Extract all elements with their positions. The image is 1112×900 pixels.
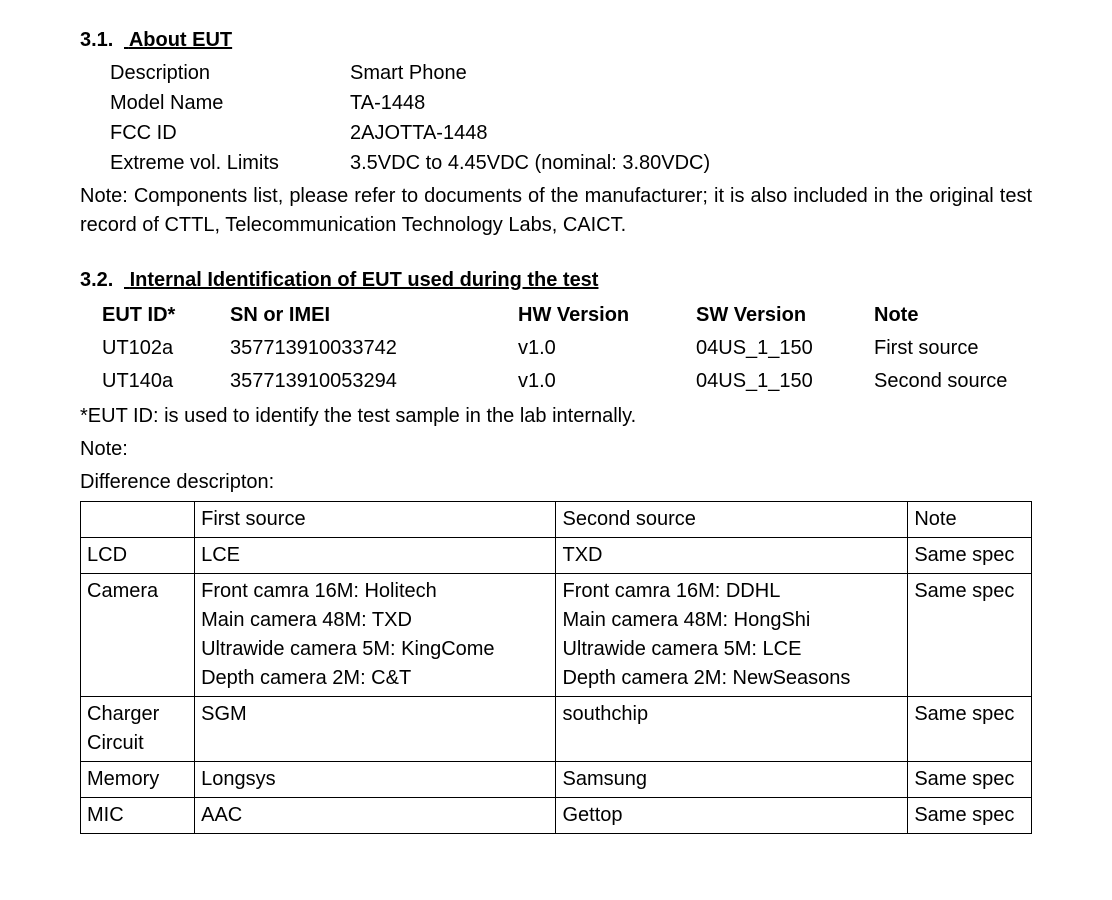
diff-first: LCE	[195, 538, 556, 574]
diff-row-memory: Memory Longsys Samsung Same spec	[81, 762, 1032, 798]
document-page: 3.1. About EUT Description Smart Phone M…	[0, 0, 1112, 874]
spec-row: Extreme vol. Limits 3.5VDC to 4.45VDC (n…	[110, 149, 1032, 178]
eut-cell-sn: 357713910033742	[230, 332, 518, 365]
section-3-1-note: Note: Components list, please refer to d…	[80, 182, 1032, 240]
spec-label: FCC ID	[110, 119, 350, 148]
eut-id-footnote: *EUT ID: is used to identify the test sa…	[80, 402, 1032, 431]
diff-first: Longsys	[195, 762, 556, 798]
diff-second: Gettop	[556, 798, 908, 834]
eut-header-hw: HW Version	[518, 299, 696, 332]
spec-value: 2AJOTTA-1448	[350, 119, 487, 148]
diff-first: AAC	[195, 798, 556, 834]
difference-table: First source Second source Note LCD LCE …	[80, 501, 1032, 834]
diff-label: Camera	[81, 574, 195, 697]
diff-second: Samsung	[556, 762, 908, 798]
eut-header-sn: SN or IMEI	[230, 299, 518, 332]
eut-table-header-row: EUT ID* SN or IMEI HW Version SW Version…	[102, 299, 1042, 332]
spec-value: 3.5VDC to 4.45VDC (nominal: 3.80VDC)	[350, 149, 710, 178]
diff-table-header-row: First source Second source Note	[81, 502, 1032, 538]
section-3-2-heading: 3.2. Internal Identification of EUT used…	[80, 266, 1032, 295]
diff-row-charger: Charger Circuit SGM southchip Same spec	[81, 697, 1032, 762]
eut-cell-hw: v1.0	[518, 365, 696, 398]
eut-cell-id: UT102a	[102, 332, 230, 365]
section-3-2-number: 3.2.	[80, 266, 124, 295]
spec-label: Description	[110, 59, 350, 88]
spec-row: Description Smart Phone	[110, 59, 1032, 88]
eut-id-table: EUT ID* SN or IMEI HW Version SW Version…	[102, 299, 1042, 398]
eut-header-note: Note	[874, 299, 1042, 332]
section-3-1-title: About EUT	[129, 29, 232, 51]
spec-label: Extreme vol. Limits	[110, 149, 350, 178]
eut-cell-sw: 04US_1_150	[696, 365, 874, 398]
section-3-1-heading: 3.1. About EUT	[80, 26, 1032, 55]
eut-cell-hw: v1.0	[518, 332, 696, 365]
diff-note: Same spec	[908, 538, 1032, 574]
eut-header-sw: SW Version	[696, 299, 874, 332]
difference-description-title: Difference descripton:	[80, 468, 1032, 497]
eut-cell-sn: 357713910053294	[230, 365, 518, 398]
eut-table-row: UT102a 357713910033742 v1.0 04US_1_150 F…	[102, 332, 1042, 365]
diff-note: Same spec	[908, 574, 1032, 697]
eut-header-id: EUT ID*	[102, 299, 230, 332]
diff-row-lcd: LCD LCE TXD Same spec	[81, 538, 1032, 574]
spec-value: Smart Phone	[350, 59, 467, 88]
diff-note: Same spec	[908, 697, 1032, 762]
eut-cell-note: First source	[874, 332, 1042, 365]
diff-header-first: First source	[195, 502, 556, 538]
eut-cell-note: Second source	[874, 365, 1042, 398]
eut-cell-id: UT140a	[102, 365, 230, 398]
section-3-1-number: 3.1.	[80, 26, 124, 55]
eut-table-row: UT140a 357713910053294 v1.0 04US_1_150 S…	[102, 365, 1042, 398]
diff-second: Front camra 16M: DDHLMain camera 48M: Ho…	[556, 574, 908, 697]
diff-row-mic: MIC AAC Gettop Same spec	[81, 798, 1032, 834]
diff-second: TXD	[556, 538, 908, 574]
about-eut-rows: Description Smart Phone Model Name TA-14…	[80, 59, 1032, 178]
diff-label: Charger Circuit	[81, 697, 195, 762]
spec-value: TA-1448	[350, 89, 425, 118]
diff-second: southchip	[556, 697, 908, 762]
eut-cell-sw: 04US_1_150	[696, 332, 874, 365]
diff-header-note: Note	[908, 502, 1032, 538]
note-label: Note:	[80, 435, 1032, 464]
diff-note: Same spec	[908, 762, 1032, 798]
diff-row-camera: Camera Front camra 16M: HolitechMain cam…	[81, 574, 1032, 697]
diff-header-blank	[81, 502, 195, 538]
diff-label: MIC	[81, 798, 195, 834]
diff-label: Memory	[81, 762, 195, 798]
diff-first: SGM	[195, 697, 556, 762]
spec-label: Model Name	[110, 89, 350, 118]
spec-row: FCC ID 2AJOTTA-1448	[110, 119, 1032, 148]
diff-note: Same spec	[908, 798, 1032, 834]
spec-row: Model Name TA-1448	[110, 89, 1032, 118]
diff-first: Front camra 16M: HolitechMain camera 48M…	[195, 574, 556, 697]
diff-header-second: Second source	[556, 502, 908, 538]
section-3-2-title: Internal Identification of EUT used duri…	[130, 269, 599, 291]
diff-label: LCD	[81, 538, 195, 574]
